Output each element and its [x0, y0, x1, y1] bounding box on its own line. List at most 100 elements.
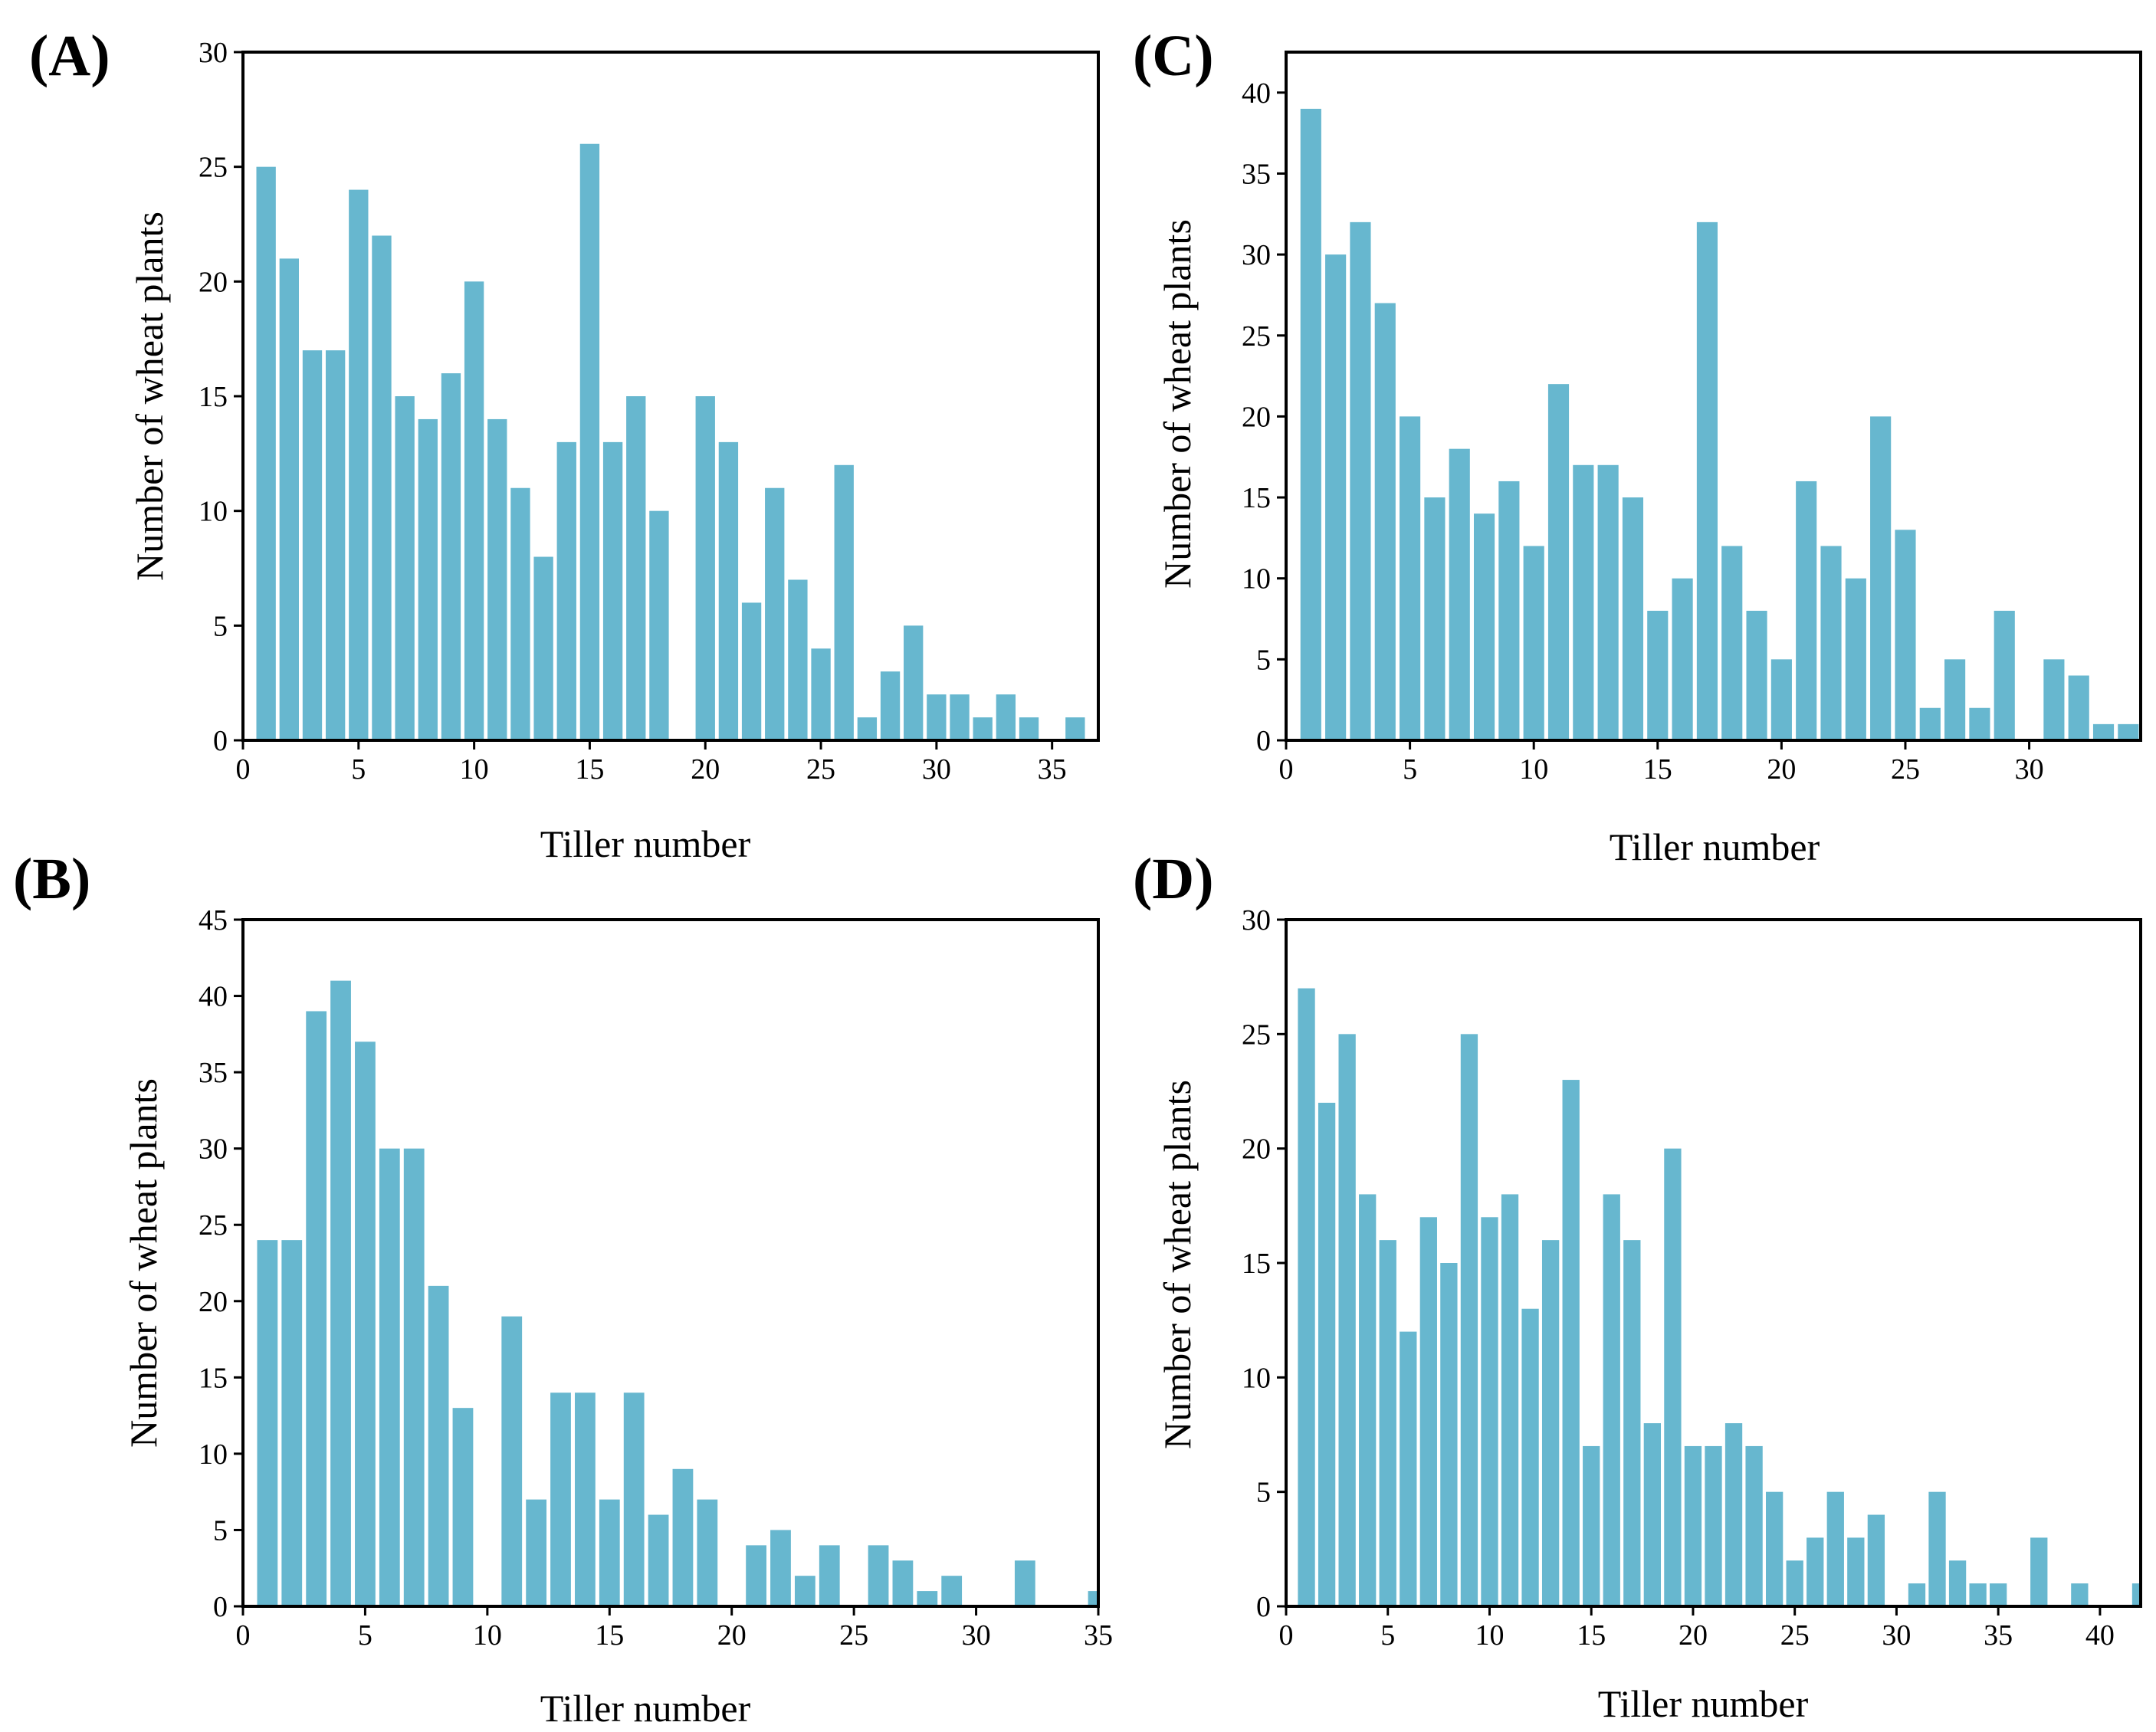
- bar-c-10: [1523, 546, 1544, 740]
- x-tick-label-d-35: 35: [1984, 1619, 2013, 1652]
- bar-a-21: [718, 441, 739, 740]
- y-tick-label-a-5: 5: [213, 610, 228, 642]
- bar-d-17: [1623, 1240, 1641, 1606]
- bar-a-15: [579, 143, 600, 741]
- x-tick-label-b-35: 35: [1084, 1619, 1113, 1652]
- x-axis-title-a: Tiller number: [540, 822, 751, 865]
- x-tick-label-a-20: 20: [691, 753, 720, 786]
- bar-d-9: [1460, 1034, 1478, 1606]
- x-tick-label-a-0: 0: [236, 753, 251, 786]
- x-tick-label-d-15: 15: [1577, 1619, 1606, 1652]
- bar-d-11: [1501, 1194, 1519, 1606]
- bar-a-31: [950, 694, 970, 740]
- bar-d-21: [1705, 1445, 1722, 1606]
- bar-b-26: [868, 1545, 889, 1606]
- x-axis-title-d: Tiller number: [1598, 1682, 1809, 1725]
- y-tick-label-a-25: 25: [199, 152, 228, 184]
- x-tick-label-b-15: 15: [595, 1619, 624, 1652]
- panel-label-c: (C): [1133, 24, 1214, 88]
- bar-d-32: [1928, 1491, 1946, 1606]
- bar-b-19: [697, 1499, 718, 1606]
- x-tick-label-c-20: 20: [1767, 753, 1796, 786]
- plot-frame-c: [1285, 51, 2142, 742]
- bar-d-27: [1826, 1491, 1844, 1606]
- bar-c-27: [1944, 659, 1966, 740]
- bar-d-25: [1786, 1560, 1803, 1606]
- bar-b-12: [526, 1499, 547, 1606]
- bar-c-31: [2043, 659, 2065, 740]
- bar-b-27: [892, 1560, 914, 1606]
- bar-a-26: [834, 464, 854, 740]
- y-tick-label-c-0: 0: [1256, 725, 1271, 757]
- y-tick-label-d-30: 30: [1242, 904, 1271, 937]
- bar-d-4: [1359, 1194, 1377, 1606]
- bar-d-19: [1664, 1148, 1682, 1606]
- bar-a-30: [927, 694, 947, 740]
- bar-c-19: [1746, 610, 1767, 740]
- x-tick-label-b-20: 20: [717, 1619, 747, 1652]
- bar-b-3: [306, 1011, 327, 1606]
- bar-b-22: [770, 1530, 791, 1606]
- y-axis-title-c: Number of wheat plants: [1156, 219, 1199, 589]
- y-tick-label-b-20: 20: [199, 1286, 228, 1318]
- bar-c-24: [1870, 416, 1892, 740]
- bar-a-8: [418, 418, 438, 740]
- bar-d-33: [1948, 1560, 1967, 1606]
- bar-a-7: [395, 396, 415, 740]
- y-tick-label-a-20: 20: [199, 266, 228, 298]
- bar-c-13: [1597, 464, 1619, 740]
- x-tick-label-c-25: 25: [1891, 753, 1920, 786]
- bar-b-8: [428, 1285, 449, 1606]
- bar-b-23: [794, 1576, 815, 1606]
- x-tick-label-c-5: 5: [1403, 753, 1417, 786]
- bar-d-8: [1440, 1263, 1458, 1606]
- x-tick-label-d-10: 10: [1475, 1619, 1504, 1652]
- x-axis-title-c: Tiller number: [1610, 825, 1820, 868]
- bar-d-6: [1400, 1331, 1417, 1606]
- bar-d-20: [1684, 1445, 1702, 1606]
- bar-c-17: [1696, 221, 1718, 740]
- bar-b-18: [672, 1468, 694, 1606]
- bar-c-20: [1770, 659, 1792, 740]
- y-tick-label-a-10: 10: [199, 496, 228, 528]
- y-tick-label-b-30: 30: [199, 1133, 228, 1166]
- bar-c-23: [1845, 578, 1866, 740]
- bar-b-2: [281, 1240, 303, 1606]
- bar-b-9: [452, 1408, 474, 1606]
- bar-c-16: [1672, 578, 1693, 740]
- bar-a-18: [649, 510, 669, 740]
- bar-c-28: [1969, 707, 1990, 740]
- y-tick-label-b-10: 10: [199, 1438, 228, 1471]
- bar-d-24: [1765, 1491, 1784, 1606]
- bar-d-34: [1969, 1583, 1987, 1606]
- bar-a-5: [349, 189, 369, 741]
- bar-c-29: [1994, 610, 2015, 740]
- bar-c-14: [1622, 497, 1644, 740]
- plot-frame-b: [241, 918, 1100, 1608]
- bar-c-32: [2068, 675, 2089, 740]
- bar-a-25: [811, 648, 831, 740]
- bar-d-5: [1379, 1240, 1396, 1606]
- bar-d-29: [1867, 1514, 1885, 1606]
- bar-d-37: [2030, 1537, 2048, 1606]
- panel-b: (B) Number of wheat plants Tiller number…: [13, 847, 1113, 1730]
- bar-d-22: [1724, 1423, 1743, 1606]
- bar-d-35: [1990, 1583, 2007, 1606]
- bar-d-23: [1745, 1445, 1763, 1606]
- bar-b-21: [746, 1545, 766, 1606]
- bar-a-36: [1065, 717, 1085, 740]
- bar-a-27: [857, 717, 878, 740]
- bar-d-1: [1298, 988, 1315, 1606]
- bar-a-4: [325, 350, 346, 740]
- bar-a-29: [904, 625, 924, 740]
- x-tick-label-a-30: 30: [922, 753, 951, 786]
- bar-d-18: [1643, 1423, 1662, 1606]
- bar-a-1: [256, 166, 276, 741]
- y-tick-label-d-0: 0: [1256, 1591, 1271, 1623]
- panel-d: (D) Number of wheat plants Tiller number…: [1133, 847, 2142, 1725]
- x-axis-title-b: Tiller number: [540, 1687, 751, 1730]
- bar-a-24: [788, 579, 808, 740]
- bar-a-2: [279, 258, 299, 740]
- bar-a-3: [302, 350, 323, 740]
- y-tick-label-b-25: 25: [199, 1209, 228, 1242]
